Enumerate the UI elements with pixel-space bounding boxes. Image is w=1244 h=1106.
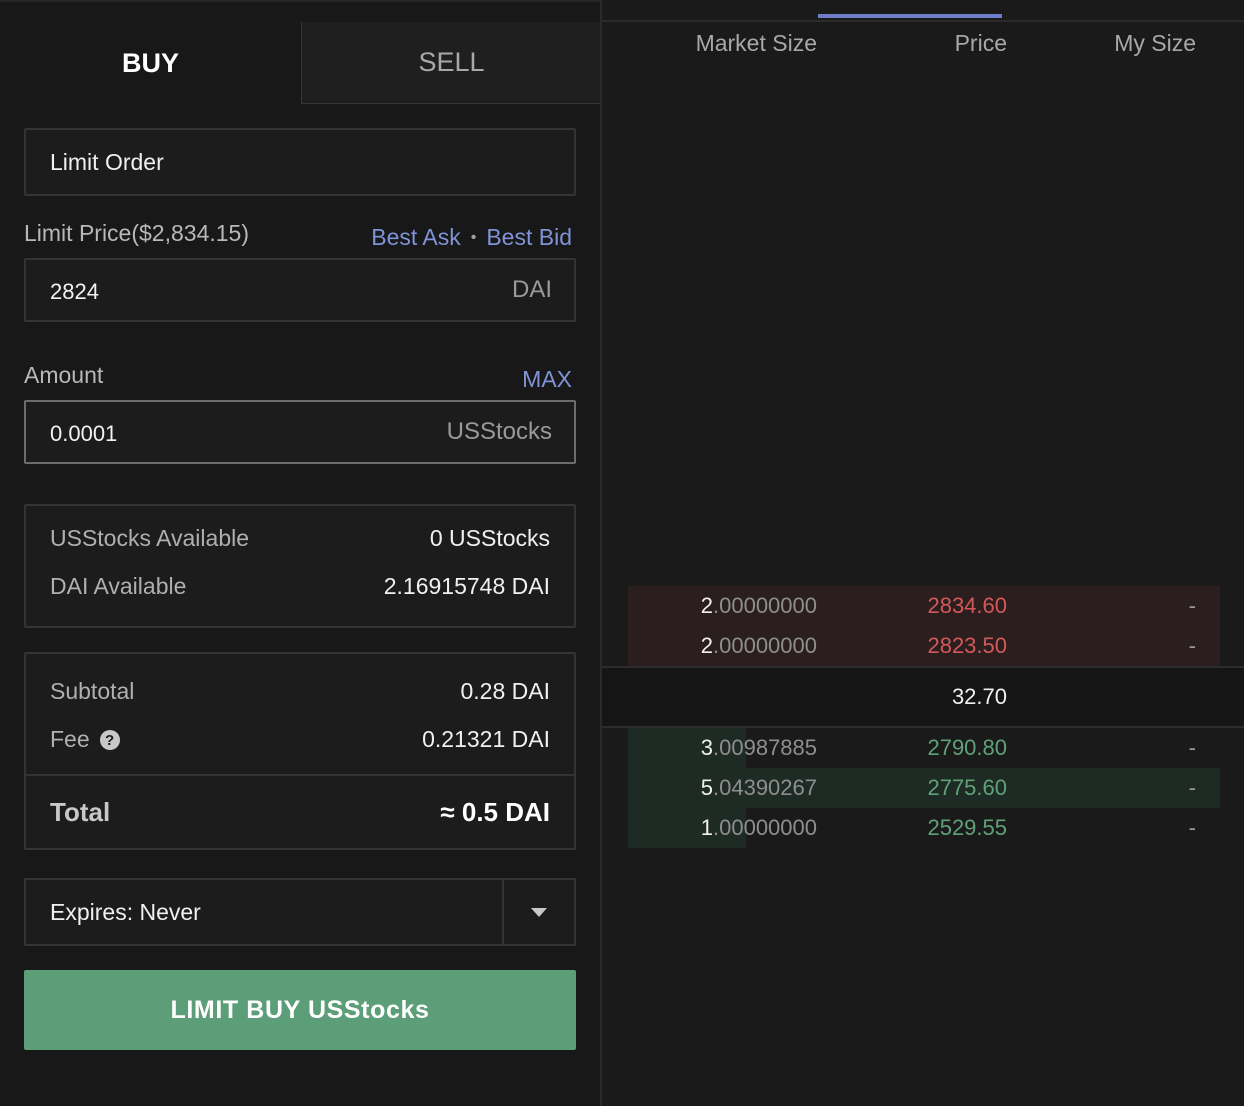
limit-buy-button[interactable]: LIMIT BUY USStocks — [24, 970, 576, 1050]
ask-row[interactable]: 2.00000000 2823.50 - — [628, 626, 1220, 666]
limit-price-label: Limit Price($2,834.15) — [24, 220, 249, 246]
help-icon[interactable]: ? — [99, 730, 120, 751]
ask-row[interactable]: 2.00000000 2834.60 - — [628, 586, 1220, 626]
order-form-panel: BUY SELL Limit Order Limit Price($2,834.… — [0, 0, 601, 1106]
balance-label: USStocks Available — [50, 524, 250, 551]
my-size: - — [1188, 593, 1196, 618]
limit-price-value[interactable]: 2824 — [50, 279, 99, 304]
market-size: 5.04390267 — [700, 775, 817, 800]
subtotal-row: Subtotal 0.28 DAI — [50, 678, 550, 704]
depth-bar — [628, 626, 1220, 666]
limit-price-unit: DAI — [511, 276, 552, 303]
balance-row: DAI Available 2.16915748 DAI — [50, 572, 550, 599]
order-book-panel: Market Size Price My Size 2.00000000 283… — [600, 0, 1244, 1106]
depth-bar — [628, 586, 1220, 626]
depth-bar — [628, 728, 747, 768]
header-my-size: My Size — [1114, 30, 1196, 56]
balance-value: 2.16915748 DAI — [383, 572, 550, 599]
expiry-dropdown-toggle[interactable] — [502, 880, 574, 944]
tab-sell[interactable]: SELL — [301, 22, 601, 104]
market-size: 3.00987885 — [700, 735, 817, 760]
best-bid-link[interactable]: Best Bid — [486, 224, 572, 250]
price-shortcuts: Best Ask • Best Bid — [371, 224, 572, 251]
chevron-down-icon — [531, 907, 547, 917]
my-size: - — [1188, 735, 1196, 760]
depth-bar — [628, 808, 747, 848]
expiry-value[interactable]: Expires: Never — [50, 898, 201, 925]
amount-value[interactable]: 0.0001 — [50, 421, 118, 446]
order-price: 2775.60 — [927, 775, 1007, 800]
order-type-select[interactable]: Limit Order — [24, 128, 576, 196]
balance-row: USStocks Available 0 USStocks — [50, 524, 550, 551]
market-size: 1.00000000 — [700, 815, 817, 840]
divider — [602, 20, 1244, 22]
side-tabs: BUY SELL — [0, 22, 601, 104]
market-size: 2.00000000 — [700, 593, 817, 618]
balance-value: 0 USStocks — [429, 524, 550, 551]
bid-row[interactable]: 3.00987885 2790.80 - — [628, 728, 1220, 768]
market-size: 2.00000000 — [700, 633, 817, 658]
balance-label: DAI Available — [50, 572, 187, 599]
amount-input[interactable]: 0.0001 USStocks — [24, 400, 576, 464]
separator-dot: • — [470, 228, 477, 246]
order-price: 2790.80 — [927, 735, 1007, 760]
total-row: Total ≈ 0.5 DAI — [26, 776, 574, 848]
order-summary: Subtotal 0.28 DAI Fee? 0.21321 DAI Total… — [24, 652, 576, 850]
amount-label: Amount — [24, 362, 104, 388]
order-book-header: Market Size Price My Size — [602, 30, 1244, 64]
fee-value: 0.21321 DAI — [422, 725, 550, 752]
bid-row[interactable]: 5.04390267 2775.60 - — [628, 768, 1220, 808]
balances-box: USStocks Available 0 USStocks DAI Availa… — [24, 504, 576, 628]
order-price: 2529.55 — [927, 815, 1007, 840]
spread-value: 32.70 — [951, 684, 1007, 709]
bid-row[interactable]: 1.00000000 2529.55 - — [628, 808, 1220, 848]
depth-bar — [628, 768, 1220, 808]
amount-unit: USStocks — [446, 418, 552, 445]
fee-row: Fee? 0.21321 DAI — [50, 726, 550, 752]
my-size: - — [1188, 633, 1196, 658]
total-label: Total — [50, 796, 111, 827]
best-ask-link[interactable]: Best Ask — [371, 224, 461, 250]
spread-row: 32.70 — [602, 666, 1244, 728]
limit-price-input[interactable]: 2824 DAI — [24, 258, 576, 322]
order-price: 2823.50 — [927, 633, 1007, 658]
fee-label: Fee — [50, 725, 90, 752]
expiry-select[interactable]: Expires: Never — [24, 878, 576, 946]
order-price: 2834.60 — [927, 593, 1007, 618]
subtotal-value: 0.28 DAI — [460, 677, 551, 704]
subtotal-label: Subtotal — [50, 677, 135, 704]
active-tab-indicator — [818, 14, 1002, 18]
max-button[interactable]: MAX — [522, 366, 572, 392]
my-size: - — [1188, 815, 1196, 840]
header-market-size: Market Size — [695, 30, 817, 56]
header-price: Price — [954, 30, 1007, 56]
tab-buy[interactable]: BUY — [0, 22, 301, 104]
total-value: ≈ 0.5 DAI — [440, 796, 550, 827]
my-size: - — [1188, 775, 1196, 800]
